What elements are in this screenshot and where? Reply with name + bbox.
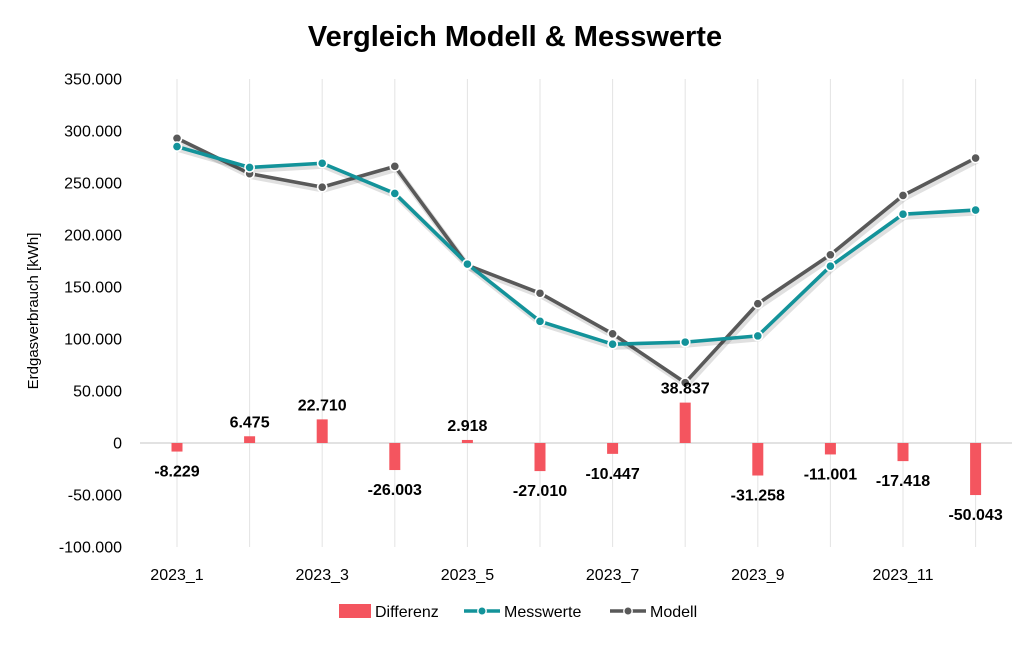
bar-differenz bbox=[461, 439, 473, 443]
chart-title: Vergleich Modell & Messwerte bbox=[308, 21, 722, 53]
point-messwerte bbox=[752, 330, 764, 342]
data-label-differenz: 6.475 bbox=[230, 414, 270, 431]
bar-differenz bbox=[752, 443, 764, 476]
data-label-differenz: -26.003 bbox=[368, 482, 422, 499]
bar-differenz bbox=[316, 419, 328, 443]
data-label-differenz: -31.258 bbox=[731, 488, 785, 505]
point-modell bbox=[607, 328, 618, 340]
data-label-differenz: 22.710 bbox=[298, 397, 347, 414]
point-modell bbox=[825, 249, 836, 261]
line-shadow bbox=[177, 138, 979, 389]
bar-differenz bbox=[607, 443, 619, 454]
bar-differenz bbox=[244, 436, 256, 443]
y-tick-label: 250.000 bbox=[64, 176, 122, 193]
legend-marker-messwerte bbox=[477, 606, 487, 616]
point-modell bbox=[316, 181, 328, 193]
bar-differenz bbox=[389, 443, 401, 471]
data-label-differenz: 38.837 bbox=[661, 381, 710, 398]
data-label-differenz: 2.918 bbox=[447, 418, 487, 435]
x-tick-label: 2023_9 bbox=[731, 567, 784, 584]
line-modell bbox=[175, 136, 978, 385]
y-tick-label: 100.000 bbox=[64, 332, 122, 349]
point-messwerte bbox=[825, 260, 836, 272]
legend-label-differenz: Differenz bbox=[375, 604, 439, 621]
y-tick-label: 350.000 bbox=[64, 72, 122, 89]
y-tick-label: -50.000 bbox=[68, 488, 122, 505]
y-tick-label: 300.000 bbox=[64, 124, 122, 141]
bar-differenz bbox=[534, 443, 546, 472]
x-tick-label: 2023_3 bbox=[296, 567, 349, 584]
bar-differenz bbox=[171, 443, 183, 452]
point-messwerte bbox=[316, 157, 328, 169]
y-tick-label: 150.000 bbox=[64, 280, 122, 297]
bar-differenz bbox=[824, 443, 836, 455]
data-label-differenz: -8.229 bbox=[154, 464, 199, 481]
line-shadow bbox=[177, 146, 978, 350]
x-tick-label: 2023_11 bbox=[872, 567, 933, 584]
y-axis-label: Erdgasverbrauch [kWh] bbox=[25, 233, 42, 390]
line-series bbox=[171, 132, 981, 389]
x-axis-ticks: 2023_1 2023_3 2023_5 2023_7 2023_9 2023_11 bbox=[150, 567, 933, 584]
legend: Differenz Messwerte Modell bbox=[339, 604, 697, 621]
point-messwerte bbox=[970, 204, 981, 216]
y-axis-ticks: 350.000 300.000 250.000 200.000 150.000 100.0… bbox=[59, 72, 122, 557]
point-messwerte bbox=[897, 208, 909, 220]
point-messwerte bbox=[461, 258, 473, 270]
y-tick-label: 50.000 bbox=[73, 384, 122, 401]
point-modell bbox=[752, 298, 764, 310]
line-series-messwerte bbox=[171, 141, 981, 350]
point-modell bbox=[389, 160, 401, 172]
data-label-differenz: -11.001 bbox=[804, 466, 857, 483]
point-modell bbox=[679, 377, 691, 389]
data-label-differenz: -27.010 bbox=[513, 483, 567, 500]
data-label-differenz: -50.043 bbox=[948, 507, 1002, 524]
line-series-modell bbox=[171, 132, 981, 389]
point-messwerte bbox=[389, 187, 401, 199]
point-messwerte bbox=[244, 161, 255, 173]
legend-marker-modell bbox=[623, 606, 633, 616]
x-tick-label: 2023_1 bbox=[150, 567, 203, 584]
point-messwerte bbox=[679, 336, 691, 348]
bar-differenz bbox=[970, 443, 982, 496]
point-messwerte bbox=[607, 338, 618, 350]
point-modell bbox=[534, 287, 546, 299]
data-label-differenz: -10.447 bbox=[585, 466, 639, 483]
legend-swatch-differenz bbox=[339, 604, 371, 618]
bar-differenz bbox=[679, 402, 691, 443]
data-label-differenz: -17.418 bbox=[876, 473, 930, 490]
data-labels: -8.229 6.475 22.710 -26.003 2.918 -27.010 -10.… bbox=[154, 381, 1003, 524]
point-messwerte bbox=[534, 315, 546, 327]
bar-differenz bbox=[897, 443, 909, 462]
y-tick-label: 0 bbox=[113, 436, 122, 453]
line-messwerte bbox=[175, 144, 978, 347]
point-modell bbox=[897, 190, 909, 201]
x-tick-label: 2023_7 bbox=[586, 567, 639, 584]
point-modell bbox=[970, 152, 981, 164]
y-tick-label: 200.000 bbox=[64, 228, 122, 245]
x-tick-label: 2023_5 bbox=[441, 567, 494, 584]
legend-label-modell: Modell bbox=[650, 604, 697, 621]
y-tick-label: -100.000 bbox=[59, 540, 122, 557]
point-messwerte bbox=[171, 141, 183, 152]
legend-label-messwerte: Messwerte bbox=[504, 604, 581, 621]
bar-series-differenz bbox=[171, 402, 982, 496]
